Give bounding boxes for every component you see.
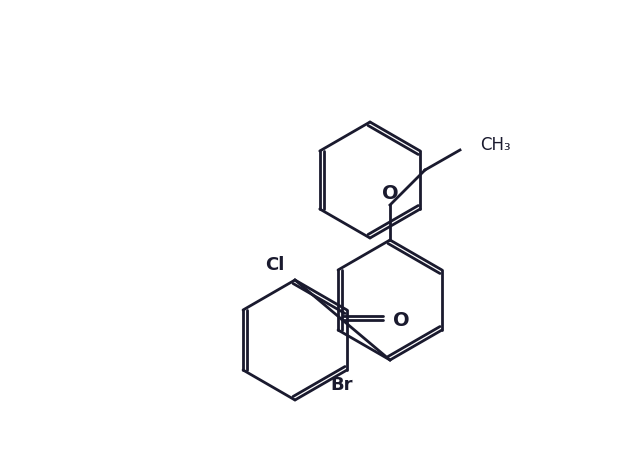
Text: Cl: Cl bbox=[266, 256, 285, 274]
Text: Br: Br bbox=[331, 376, 353, 394]
Text: O: O bbox=[392, 311, 409, 329]
Text: CH₃: CH₃ bbox=[480, 136, 511, 154]
Text: O: O bbox=[381, 183, 398, 203]
